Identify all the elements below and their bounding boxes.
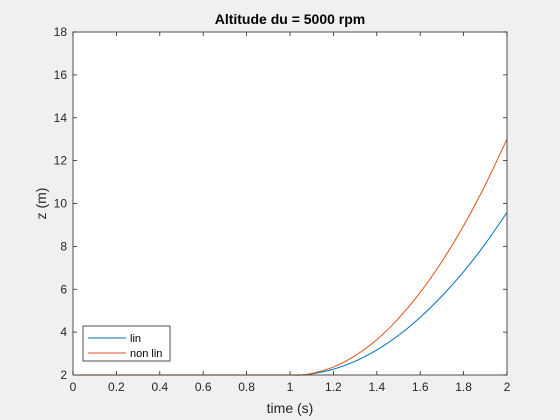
y-axis-label: z (m) — [33, 188, 49, 220]
y-tick-label: 18 — [54, 25, 68, 39]
y-tick-label: 14 — [54, 111, 68, 125]
x-axis-label: time (s) — [267, 400, 314, 416]
legend-box — [82, 325, 171, 362]
x-tick-label: 1.4 — [368, 380, 385, 394]
x-tick-label: 2 — [504, 380, 511, 394]
x-tick-label: 1.2 — [325, 380, 342, 394]
y-tick-label: 10 — [54, 197, 68, 211]
x-tick-label: 0 — [70, 380, 77, 394]
x-tick-label: 0.4 — [151, 380, 168, 394]
y-tick-label: 8 — [60, 239, 67, 253]
x-tick-label: 1 — [287, 380, 294, 394]
x-tick-label: 1.8 — [455, 380, 472, 394]
legend: lin non lin — [82, 325, 171, 362]
y-tick-label: 16 — [54, 68, 68, 82]
legend-label-lin: lin — [130, 333, 141, 345]
y-tick-label: 12 — [54, 154, 68, 168]
chart-title: Altitude du = 5000 rpm — [215, 11, 366, 27]
x-tick-label: 0.2 — [108, 380, 125, 394]
x-tick-label: 0.6 — [195, 380, 212, 394]
legend-label-non-lin: non lin — [130, 348, 162, 360]
y-tick-label: 2 — [60, 368, 67, 382]
axes-ticks: 0 0.2 0.4 0.6 0.8 1 1.2 1.4 1.6 1.8 2 2 4 6 8 10 12 14 16 1… — [54, 25, 511, 394]
y-tick-label: 6 — [60, 282, 67, 296]
y-tick-label: 4 — [60, 325, 67, 339]
x-tick-label: 0.8 — [238, 380, 255, 394]
plot-area — [73, 32, 507, 375]
x-tick-label: 1.6 — [412, 380, 429, 394]
axes-box — [72, 31, 508, 376]
